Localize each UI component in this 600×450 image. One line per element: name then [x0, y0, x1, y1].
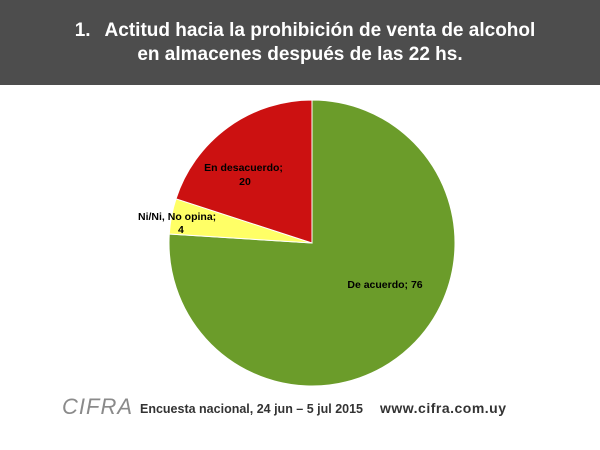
slice-label-ni-ni: Ni/Ni, No opina; 4: [138, 211, 219, 236]
title-line-2: en almacenes después de las 22 hs.: [137, 43, 463, 65]
pie-slices: [168, 99, 456, 387]
survey-info: Encuesta nacional, 24 jun – 5 jul 2015: [140, 402, 364, 416]
chart-header: 1. Actitud hacia la prohibición de venta …: [0, 0, 600, 85]
pie-chart: De acuerdo; 76 Ni/Ni, No opina; 4 En des…: [138, 99, 456, 387]
pie-slice-de-acuerdo: [168, 99, 456, 387]
pie-slice-en-desacuerdo: [175, 99, 313, 244]
slice-label-de-acuerdo: De acuerdo; 76: [347, 279, 422, 291]
cifra-logo: CIFRA: [62, 394, 133, 419]
title-text-1: Actitud hacia la prohibición de venta de…: [104, 19, 536, 41]
pie-labels: De acuerdo; 76 Ni/Ni, No opina; 4 En des…: [138, 162, 423, 291]
footer: CIFRA Encuesta nacional, 24 jun – 5 jul …: [0, 392, 600, 428]
title-line-1: 1. Actitud hacia la prohibición de venta …: [65, 19, 536, 43]
title-number: 1.: [74, 19, 91, 41]
website-link[interactable]: www.cifra.com.uy: [380, 400, 507, 416]
slice-label-en-desacuerdo: En desacuerdo; 20: [204, 162, 286, 188]
